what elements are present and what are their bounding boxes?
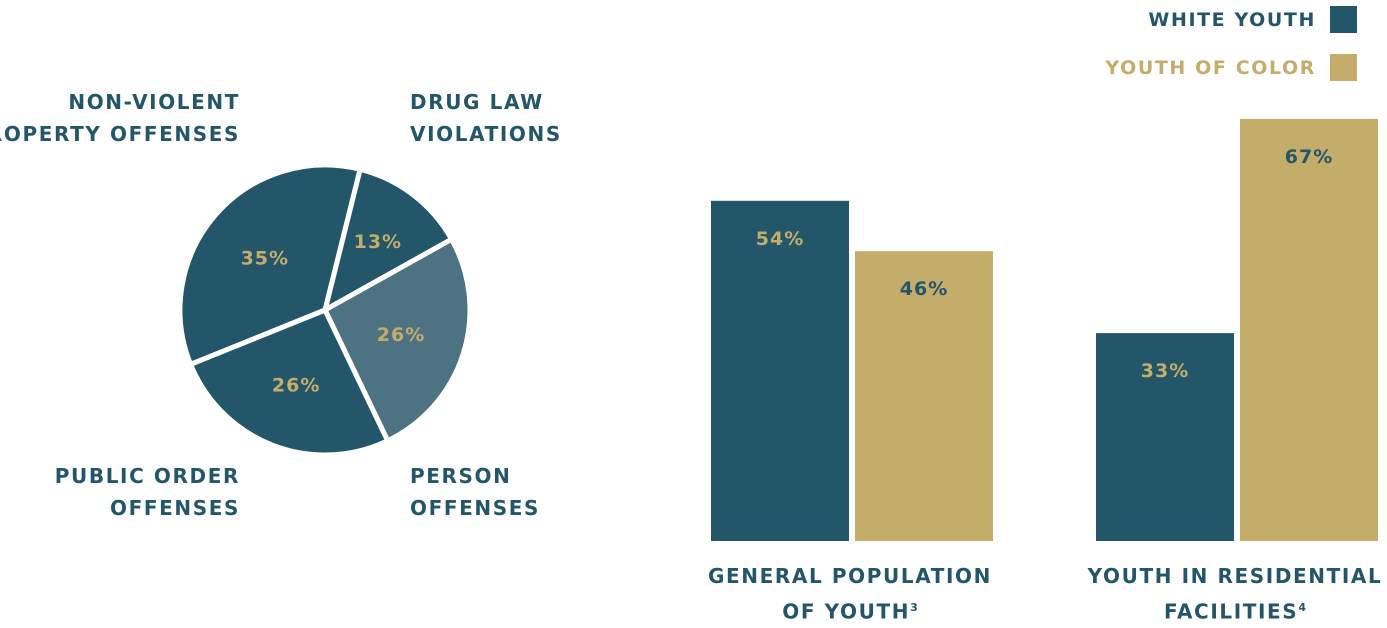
pie-slice-0 <box>322 166 455 313</box>
pie-slice-value-label-2: 26% <box>272 374 320 396</box>
legend-item-white-youth: WHITE YOUTH <box>1148 6 1357 33</box>
pie-slice-1 <box>322 236 473 444</box>
legend-item-youth-of-color: YOUTH OF COLOR <box>1105 54 1357 81</box>
pie-label-person-line1: PERSON <box>410 464 512 488</box>
pie-chart: 13% 26% 26% 35% <box>177 162 473 458</box>
bar-category-general-line1: GENERAL POPULATION <box>708 564 992 588</box>
pie-label-drug-line2: VIOLATIONS <box>410 122 562 146</box>
bar-category-general-line2: OF YOUTH3 <box>782 599 918 624</box>
bar-category-residential-line2: FACILITIES4 <box>1164 599 1306 624</box>
pie-label-person: PERSON OFFENSES <box>410 460 540 524</box>
pie-label-person-line2: OFFENSES <box>410 496 540 520</box>
bar-category-label-residential: YOUTH IN RESIDENTIAL FACILITIES4 <box>1085 560 1385 628</box>
bar-value-label-1-0: 33% <box>1141 360 1189 382</box>
bar-category-label-general: GENERAL POPULATION OF YOUTH3 <box>700 560 1000 628</box>
bar-value-label-0-1: 46% <box>900 278 948 300</box>
legend-label-youth-of-color: YOUTH OF COLOR <box>1105 56 1316 79</box>
pie-slice-value-label-1: 26% <box>377 324 425 346</box>
pie-label-nonviolent-property: NON-VIOLENT PROPERTY OFFENSES <box>0 86 240 150</box>
bar-0-0 <box>711 200 849 542</box>
pie-label-public-line1: PUBLIC ORDER <box>54 464 240 488</box>
legend-swatch-youth-of-color <box>1330 54 1357 81</box>
pie-slice-3 <box>177 162 363 367</box>
pie-label-public-order: PUBLIC ORDER OFFENSES <box>55 460 240 524</box>
legend-swatch-white-youth <box>1330 6 1357 33</box>
pie-label-public-line2: OFFENSES <box>110 496 240 520</box>
bar-1-0 <box>1096 333 1234 541</box>
bar-1-1 <box>1240 118 1378 542</box>
bar-category-residential-line1: YOUTH IN RESIDENTIAL <box>1087 564 1383 588</box>
bar-value-label-1-1: 67% <box>1285 146 1333 168</box>
pie-label-nonviolent-line2: PROPERTY OFFENSES <box>0 122 240 146</box>
pie-label-drug-law: DRUG LAW VIOLATIONS <box>410 86 562 150</box>
bar-value-label-0-0: 54% <box>756 228 804 250</box>
pie-label-drug-line1: DRUG LAW <box>410 90 544 114</box>
bar-0-1 <box>855 251 993 541</box>
pie-label-nonviolent-line1: NON-VIOLENT <box>68 90 240 114</box>
legend-label-white-youth: WHITE YOUTH <box>1148 8 1316 31</box>
pie-slice-value-label-3: 35% <box>241 248 289 270</box>
pie-slice-value-label-0: 13% <box>354 231 402 253</box>
